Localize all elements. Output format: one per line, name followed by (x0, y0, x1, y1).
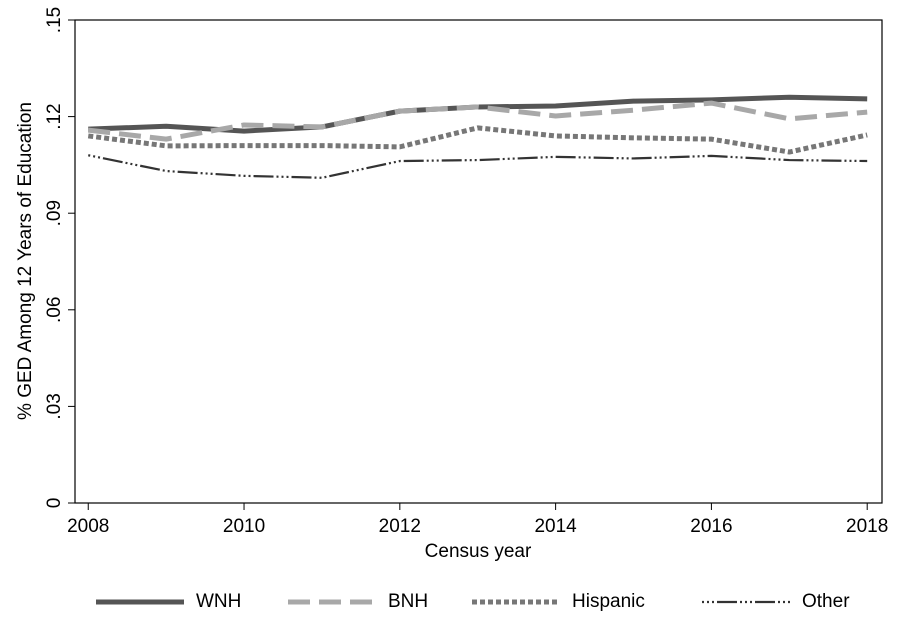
series-line (88, 154, 868, 179)
x-tick-label: 2016 (690, 516, 732, 537)
x-tick-label: 2010 (223, 516, 265, 537)
y-tick-label: .03 (44, 393, 65, 419)
series-line (87, 125, 868, 155)
x-axis-title: Census year (425, 541, 532, 562)
x-tick-label: 2008 (67, 516, 109, 537)
y-axis-title: % GED Among 12 Years of Education (15, 102, 36, 420)
legend-label: BNH (388, 591, 428, 612)
legend-label: Other (802, 591, 850, 612)
y-tick-label: 0 (44, 498, 65, 509)
y-tick-label: .06 (44, 297, 65, 323)
plot-frame (74, 19, 883, 504)
y-tick-label: .15 (44, 7, 65, 33)
y-tick-label: .09 (44, 200, 65, 226)
y-tick-label: .12 (44, 103, 65, 129)
x-tick-label: 2014 (534, 516, 577, 537)
x-tick-label: 2012 (379, 516, 421, 537)
legend-label: Hispanic (572, 591, 645, 612)
x-tick-label: 2018 (846, 516, 888, 537)
legend-label: WNH (196, 591, 241, 612)
series-line (87, 100, 868, 142)
